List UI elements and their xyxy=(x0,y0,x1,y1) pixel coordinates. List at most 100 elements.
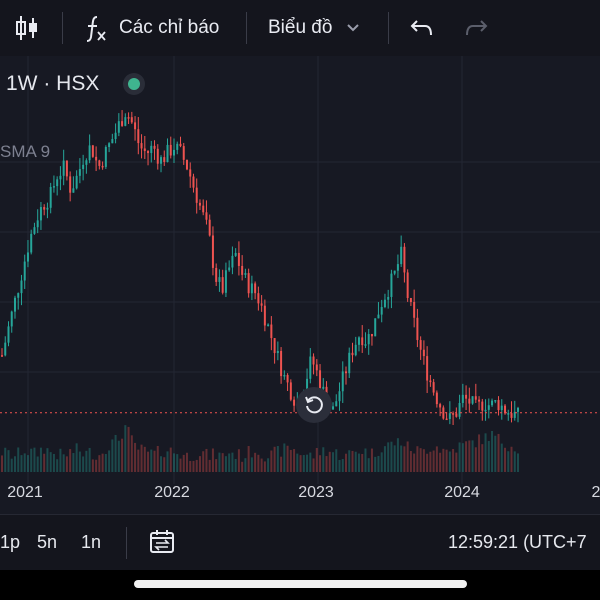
range-1n[interactable]: 1n xyxy=(81,532,102,552)
volume-bar xyxy=(504,447,507,472)
volume-bar xyxy=(481,444,484,472)
volume-bar xyxy=(95,459,98,472)
candle-body xyxy=(224,270,227,293)
candle-body xyxy=(62,160,65,176)
bottom-toolbar: 1p 5n 1n 12:59:21 (UTC+7 xyxy=(0,514,600,571)
volume-bar xyxy=(328,451,331,472)
volume-bar xyxy=(140,444,143,472)
candle-body xyxy=(270,324,273,339)
candle-style-button[interactable] xyxy=(14,0,40,56)
volume-bar xyxy=(192,460,195,472)
volume-bar xyxy=(179,458,182,472)
candle-body xyxy=(306,378,309,394)
volume-bar xyxy=(273,446,276,472)
candle-body xyxy=(335,401,338,407)
volume-bar xyxy=(458,442,461,472)
volume-bar xyxy=(75,443,78,472)
candle-body xyxy=(387,296,390,300)
candle-body xyxy=(419,340,422,350)
candle-body xyxy=(4,342,7,356)
redo-button[interactable] xyxy=(464,0,488,56)
range-1p[interactable]: 1p xyxy=(0,532,21,552)
volume-bar xyxy=(234,458,237,472)
range-5n[interactable]: 5n xyxy=(37,532,58,552)
volume-bar xyxy=(49,452,52,472)
candle-body xyxy=(348,352,351,374)
candle-body xyxy=(247,273,250,294)
volume-bar xyxy=(296,453,299,472)
volume-bar xyxy=(91,459,94,472)
volume-bar xyxy=(17,447,20,472)
volume-bar xyxy=(20,455,23,472)
volume-bar xyxy=(98,455,101,472)
chevron-down-icon xyxy=(347,24,360,32)
volume-bar xyxy=(56,459,59,472)
volume-bar xyxy=(33,447,36,472)
volume-bar xyxy=(500,443,503,472)
volume-bar xyxy=(393,445,396,472)
candle-body xyxy=(147,151,150,154)
volume-bar xyxy=(121,438,124,472)
candle-body xyxy=(127,117,130,119)
candle-body xyxy=(413,301,416,318)
volume-bar xyxy=(62,454,65,472)
volume-bar xyxy=(474,447,477,472)
candle-body xyxy=(312,356,315,365)
date-range-button[interactable] xyxy=(148,529,176,560)
volume-bar xyxy=(507,451,510,472)
candle-body xyxy=(458,402,461,417)
candle-body xyxy=(104,147,107,167)
volume-bar xyxy=(364,448,367,472)
volume-bar xyxy=(403,446,406,472)
candle-body xyxy=(487,405,490,410)
candle-body xyxy=(160,157,163,164)
volume-bar xyxy=(185,452,188,472)
sma-legend[interactable]: SMA 9 xyxy=(0,142,51,161)
volume-bar xyxy=(52,453,55,472)
volume-bar xyxy=(82,456,85,472)
volume-bar xyxy=(173,453,175,472)
candle-body xyxy=(23,261,26,281)
volume-bar xyxy=(487,440,490,472)
price-chart[interactable]: 1W · HSX SMA 9 xyxy=(0,56,600,514)
volume-bar xyxy=(208,459,211,472)
undo-button[interactable] xyxy=(410,0,434,56)
reset-chart-button[interactable] xyxy=(296,387,332,423)
volume-bar xyxy=(189,460,192,472)
volume-bar xyxy=(23,453,26,472)
volume-bar xyxy=(254,452,257,472)
candle-body xyxy=(176,143,179,150)
volume-bar xyxy=(345,453,347,472)
volume-bar xyxy=(354,451,357,472)
candle-body xyxy=(234,252,237,256)
candle-body xyxy=(98,160,101,166)
candle-body xyxy=(33,227,36,234)
candlestick-chart[interactable] xyxy=(0,56,600,514)
candle-body xyxy=(422,349,425,357)
indicators-button[interactable]: Các chỉ báo xyxy=(84,0,219,56)
home-indicator[interactable] xyxy=(134,580,467,588)
volume-bar xyxy=(270,450,273,472)
volume-bar xyxy=(442,448,445,472)
time-zone-clock[interactable]: 12:59:21 (UTC+7 xyxy=(448,532,587,552)
volume-bar xyxy=(198,456,201,472)
volume-bar xyxy=(241,461,244,472)
volume-bar xyxy=(409,451,412,472)
volume-bar xyxy=(309,452,312,472)
volume-bar xyxy=(30,448,33,472)
candle-body xyxy=(345,371,347,374)
volume-bar xyxy=(513,451,516,472)
volume-bar xyxy=(260,458,263,472)
volume-bar xyxy=(153,450,156,472)
candle-body xyxy=(481,401,484,411)
volume-bar xyxy=(195,459,198,472)
volume-bar xyxy=(299,455,302,472)
volume-bar xyxy=(380,452,383,472)
chart-type-dropdown[interactable]: Biểu đồ xyxy=(268,0,360,56)
volume-bar xyxy=(231,452,234,472)
candle-body xyxy=(283,374,286,377)
volume-bar xyxy=(325,456,328,472)
candle-body xyxy=(26,252,29,262)
volume-bar xyxy=(7,450,10,472)
candle-body xyxy=(156,148,159,164)
